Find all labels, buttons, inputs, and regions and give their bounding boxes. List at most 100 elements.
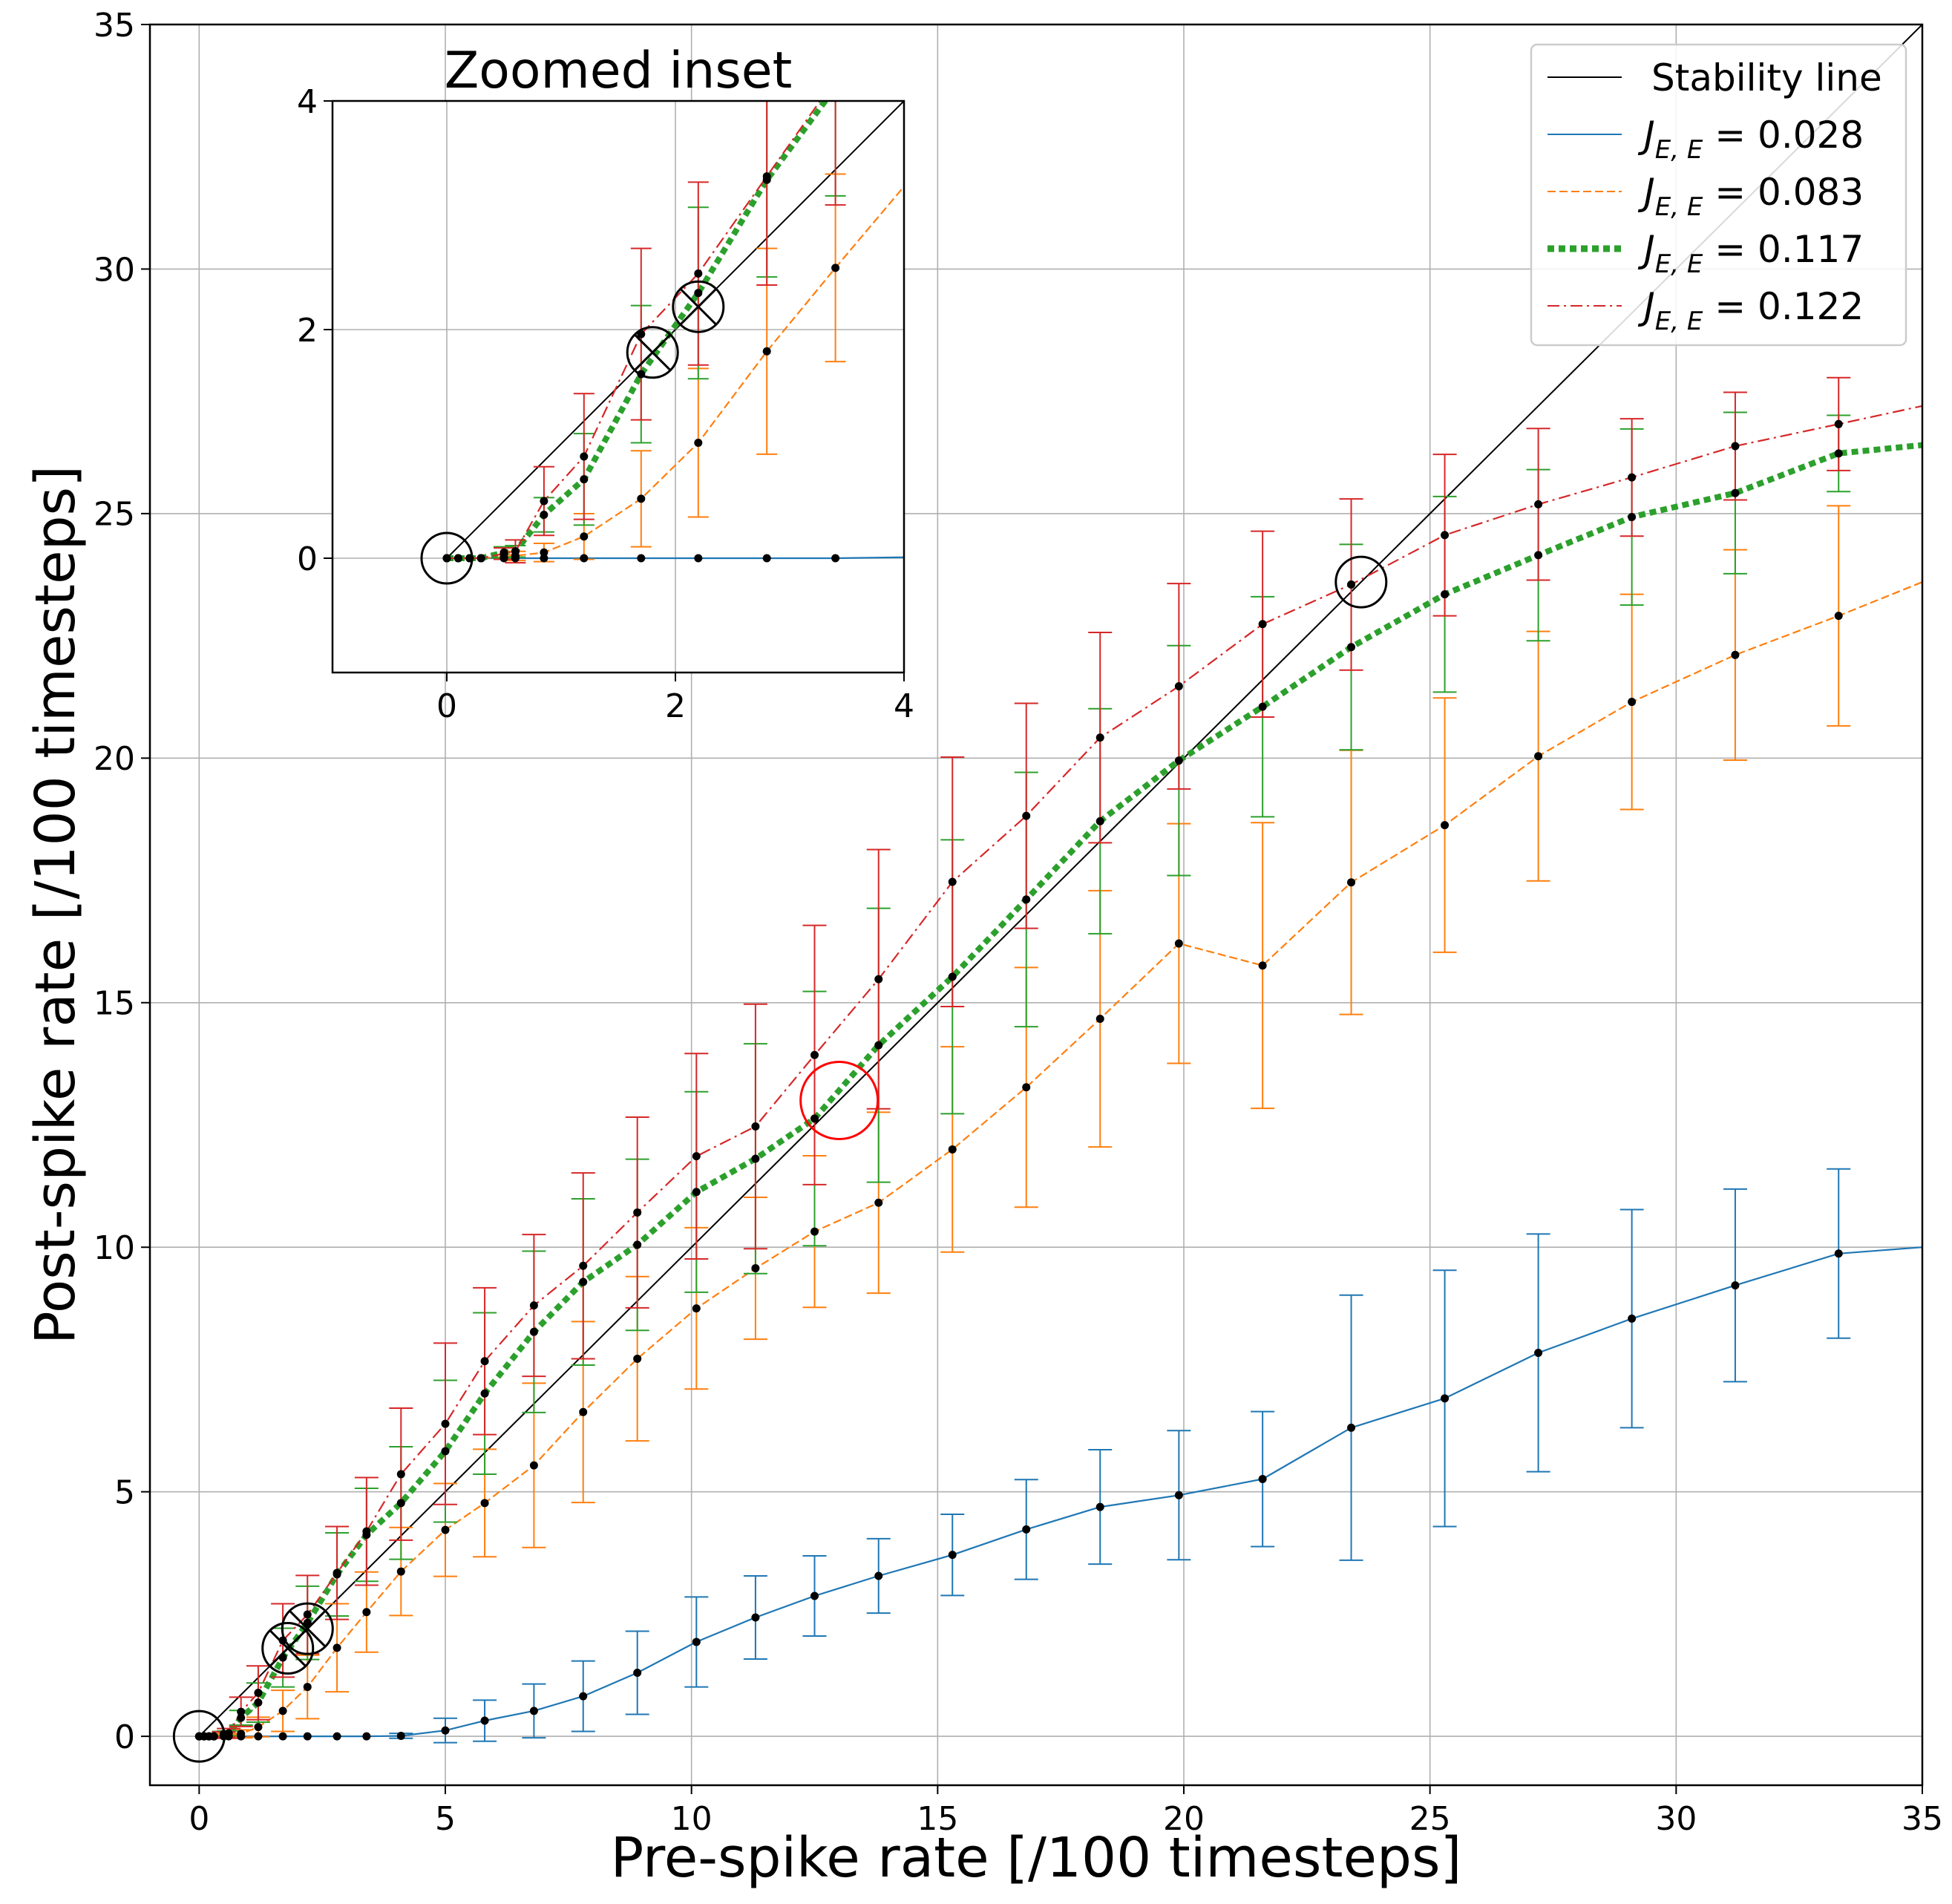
main-xtick-label-10: 10 [671,1800,713,1838]
main-s117-point [1258,702,1267,711]
main-s117-point [948,972,957,981]
main-xtick-label-15: 15 [917,1800,958,1838]
main-2-marker-cross-b [289,1610,327,1648]
main-s083-point [1022,1083,1031,1092]
main-s117-point [529,1327,538,1336]
y-axis-label: Post-spike rate [/100 timesteps] [24,465,88,1344]
main-s083-point [1441,821,1450,830]
inset-s122-point [540,497,548,506]
main-s083-point [529,1461,538,1470]
inset-ytick-label-4: 4 [297,83,318,121]
main-s122-point [874,975,883,984]
main-s028-point [874,1571,883,1580]
inset-s122-line [447,101,822,560]
inset-s083-point [1106,9,1114,17]
inset-marker-circle-0 [420,531,474,585]
inset-s028-point [762,554,771,563]
main-s028-point [1347,1423,1356,1432]
main-s083-point [948,1145,957,1154]
main-1-marker-circle [261,1622,315,1675]
main-s028-point [278,1732,287,1741]
inset-axes-frame [331,99,905,674]
inset-s117-point [831,83,839,91]
main-s122-point [480,1357,489,1366]
inset-markers [420,280,725,585]
main-2-marker-circle [281,1602,334,1655]
main-s122-point [237,1707,246,1716]
main-s117-point [579,1277,588,1286]
legend-label-stability: Stability line [1651,56,1882,99]
inset-s122-point [511,547,520,556]
main-s117-point [633,1240,642,1249]
x-axis-label: Pre-spike rate [/100 timesteps] [611,1826,1462,1890]
main-s083-point [480,1499,489,1508]
main-4-marker-circle-0 [799,1061,880,1141]
main-s117-point [874,1041,883,1050]
main-xtick-label-25: 25 [1409,1800,1451,1838]
main-s083-point [1534,752,1543,761]
main-3-marker-circle [1334,555,1388,609]
inset-s028-point [694,554,703,563]
main-s083-point [237,1730,246,1738]
main-s028-point [810,1591,819,1600]
main-s122-point [1628,473,1637,482]
main-s117-point [441,1447,450,1456]
main-s117-point [751,1154,760,1163]
main-s122-point [579,1261,588,1270]
inset-s122-point [580,452,589,461]
main-ytick-label-30: 30 [94,251,135,289]
main-4-marker-circle [799,1061,880,1141]
main-s028-point [1534,1349,1543,1358]
main-s028-point [480,1716,489,1725]
main-s083-point [303,1683,312,1692]
main-s083-point [254,1723,263,1732]
inset-marker-cross-b [679,288,717,326]
main-s117-point [1441,590,1450,599]
main-s117-point [480,1389,489,1398]
main-s083-point [333,1643,341,1652]
main-s028-point [1441,1394,1450,1403]
main-xtick-label-35: 35 [1902,1800,1943,1838]
main-s028-point [751,1613,760,1622]
main-s122-point [1441,531,1450,540]
main-s122-point [362,1527,371,1536]
main-points-s083 [194,612,1843,1741]
main-s117-point [1834,449,1843,458]
main-s117-point [1347,643,1356,652]
main-s028-point [1095,1502,1104,1511]
inset-marker-circle-cross-1 [626,326,679,379]
inset-ytick-label-0: 0 [297,540,318,578]
main-ytick-label-5: 5 [114,1474,135,1512]
inset-s028-point [1460,405,1468,413]
main-s122-point [224,1729,233,1738]
main-ytick-label-0: 0 [114,1718,135,1756]
inset-s122-point [500,549,508,558]
main-s028-point [529,1707,538,1715]
main-s028-point [1834,1249,1843,1258]
main-s122-point [1731,442,1740,451]
main-points-s122 [194,419,1843,1741]
inset-s083-point [1015,72,1023,80]
main-s117-point [1022,895,1031,904]
main-s083-point [1731,650,1740,659]
main-s122-point [751,1122,760,1131]
main-s117-point [396,1499,405,1508]
inset-s028-point [831,554,840,563]
main-xtick-label-20: 20 [1163,1800,1205,1838]
main-s122-point [948,877,957,886]
main-3-marker-circle-0 [1334,555,1388,609]
main-s028-point [1174,1491,1183,1499]
main-s083-point [1834,612,1843,621]
main-s028-point [579,1692,588,1701]
main-2-marker-circle-cross-0 [281,1602,334,1655]
main-s028-point [1731,1281,1740,1290]
main-s117-point [1095,817,1104,825]
main-s122-line [199,405,1922,1738]
main-s122-point [303,1610,312,1619]
main-s028-point [1258,1475,1267,1484]
legend: Stability line JE, E = 0.028 JE, E = 0.0… [1530,43,1907,347]
main-s028-point [362,1732,371,1741]
main-s083-point [1628,698,1637,707]
main-s083-point [396,1567,405,1576]
